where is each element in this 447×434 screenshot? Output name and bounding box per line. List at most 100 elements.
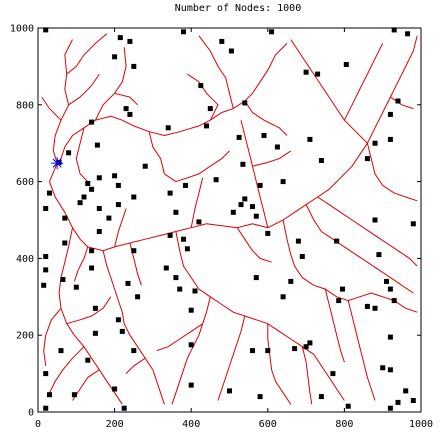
tree-branch bbox=[267, 323, 292, 405]
obstacle-point bbox=[66, 150, 72, 156]
obstacle-point bbox=[364, 303, 370, 309]
obstacle-point bbox=[56, 159, 62, 165]
obstacles bbox=[41, 27, 416, 411]
obstacle-point bbox=[364, 156, 370, 162]
obstacle-point bbox=[81, 194, 87, 200]
obstacle-point bbox=[127, 38, 133, 44]
tree-edges bbox=[41, 33, 418, 405]
tree-branch bbox=[52, 39, 73, 164]
obstacle-point bbox=[142, 163, 148, 169]
obstacle-point bbox=[131, 194, 137, 200]
tree-branch bbox=[68, 73, 100, 106]
obstacle-point bbox=[131, 63, 137, 69]
tree-branch bbox=[190, 177, 204, 228]
obstacle-point bbox=[380, 365, 386, 371]
obstacle-point bbox=[280, 179, 286, 185]
tree-branch bbox=[125, 357, 146, 374]
obstacle-point bbox=[85, 357, 91, 363]
tree-branch bbox=[390, 96, 414, 110]
tree-branch bbox=[66, 296, 112, 325]
obstacle-point bbox=[112, 173, 118, 179]
obstacle-point bbox=[43, 254, 49, 259]
obstacle-point bbox=[127, 111, 133, 117]
obstacle-point bbox=[121, 405, 127, 411]
obstacle-point bbox=[60, 277, 66, 282]
obstacle-point bbox=[73, 284, 79, 290]
tree-branch bbox=[48, 35, 418, 252]
tree-branch bbox=[164, 150, 230, 183]
tree-branch bbox=[282, 219, 418, 313]
x-tick-label: 0 bbox=[35, 419, 41, 430]
tree-branch bbox=[347, 300, 376, 401]
obstacle-point bbox=[318, 158, 324, 163]
obstacle-point bbox=[173, 209, 179, 215]
obstacle-point bbox=[131, 348, 137, 354]
obstacle-point bbox=[181, 29, 186, 35]
obstacle-point bbox=[183, 182, 188, 188]
obstacle-point bbox=[343, 62, 349, 67]
tree-branch bbox=[301, 346, 313, 405]
obstacle-point bbox=[292, 346, 298, 352]
obstacle-point bbox=[163, 265, 169, 271]
tree-branch bbox=[94, 47, 127, 121]
obstacle-point bbox=[303, 344, 309, 350]
obstacle-point bbox=[47, 392, 52, 398]
obstacle-point bbox=[184, 246, 190, 252]
obstacle-point bbox=[242, 196, 248, 202]
obstacle-point bbox=[188, 307, 194, 313]
obstacle-point bbox=[345, 403, 351, 409]
obstacle-point bbox=[43, 405, 49, 411]
tree-branch bbox=[66, 33, 108, 75]
tree-branch bbox=[75, 127, 89, 182]
obstacle-point bbox=[280, 294, 286, 300]
obstacle-point bbox=[303, 69, 309, 75]
obstacle-point bbox=[265, 348, 271, 354]
y-tick-label: 800 bbox=[16, 100, 34, 111]
obstacle-point bbox=[240, 161, 246, 167]
obstacle-point bbox=[167, 190, 173, 196]
obstacle-point bbox=[405, 31, 411, 37]
obstacle-point bbox=[167, 232, 173, 238]
y-tick-label: 1000 bbox=[10, 24, 34, 35]
obstacle-point bbox=[274, 144, 280, 150]
obstacle-point bbox=[58, 348, 64, 354]
obstacle-point bbox=[96, 206, 102, 211]
obstacle-point bbox=[92, 330, 98, 336]
obstacle-point bbox=[135, 294, 141, 300]
tree-branch bbox=[324, 288, 345, 363]
obstacle-point bbox=[257, 394, 263, 400]
obstacle-point bbox=[119, 328, 125, 334]
plot-frame bbox=[37, 27, 422, 413]
obstacle-point bbox=[295, 238, 301, 244]
obstacle-point bbox=[62, 215, 68, 221]
obstacle-point bbox=[94, 142, 100, 148]
y-tick-label: 600 bbox=[16, 177, 34, 188]
tree-branch bbox=[156, 323, 203, 352]
obstacle-point bbox=[196, 219, 202, 225]
obstacle-point bbox=[43, 27, 49, 33]
obstacle-point bbox=[315, 71, 321, 77]
obstacle-point bbox=[192, 288, 198, 294]
obstacle-point bbox=[253, 275, 259, 281]
obstacle-point bbox=[106, 215, 112, 221]
obstacle-point bbox=[115, 182, 121, 188]
obstacle-point bbox=[85, 181, 91, 186]
x-tick-label: 1000 bbox=[409, 419, 433, 430]
obstacle-point bbox=[77, 200, 83, 206]
tree-branch bbox=[366, 143, 418, 202]
tree-branch bbox=[114, 208, 127, 248]
obstacle-point bbox=[257, 182, 263, 188]
obstacle-point bbox=[238, 202, 244, 208]
obstacle-point bbox=[250, 348, 255, 354]
obstacle-point bbox=[213, 177, 219, 183]
x-tick-label: 800 bbox=[335, 419, 353, 430]
obstacle-point bbox=[131, 248, 137, 254]
tree-branch bbox=[252, 150, 292, 167]
obstacle-point bbox=[330, 371, 336, 377]
obstacle-point bbox=[336, 298, 342, 304]
obstacle-point bbox=[43, 267, 49, 273]
tree-branch bbox=[217, 315, 246, 401]
tree-branch bbox=[114, 92, 138, 106]
tree-branch bbox=[240, 120, 269, 228]
obstacle-point bbox=[181, 236, 186, 242]
